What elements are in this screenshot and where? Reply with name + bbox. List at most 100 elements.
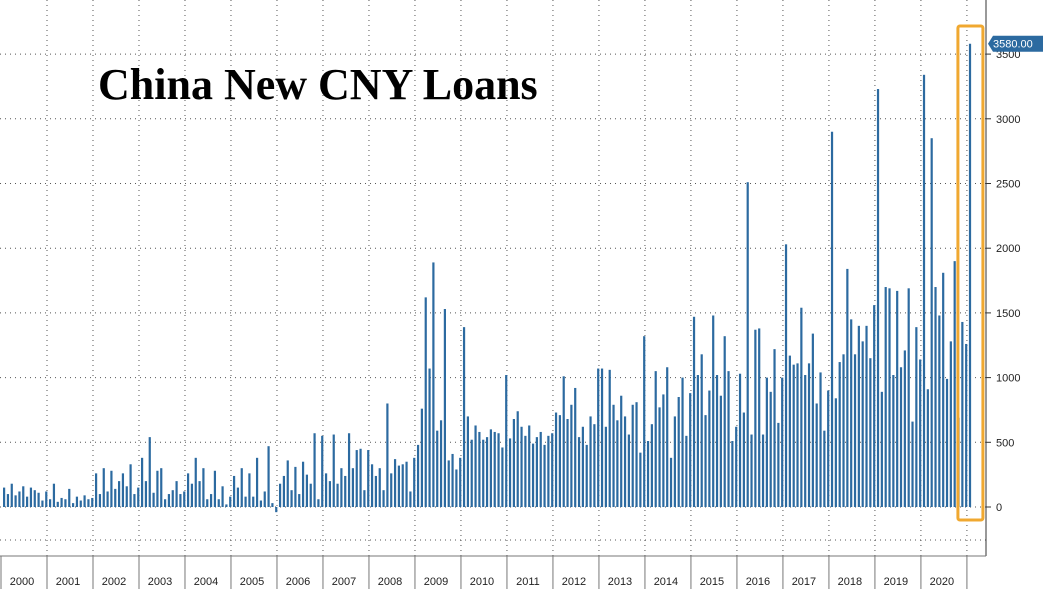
bar xyxy=(758,328,761,507)
bar xyxy=(198,481,201,507)
bar xyxy=(639,452,642,507)
bar xyxy=(827,390,830,507)
bar xyxy=(876,89,880,508)
x-tick-label: 2010 xyxy=(470,576,494,588)
bar xyxy=(777,422,780,507)
bar xyxy=(71,503,75,507)
bar xyxy=(478,431,481,507)
bar xyxy=(175,481,178,507)
bar xyxy=(125,486,128,507)
bar xyxy=(332,434,335,507)
bar xyxy=(202,468,205,507)
bar xyxy=(888,288,891,507)
bar xyxy=(443,309,446,507)
bar xyxy=(309,483,312,507)
bar xyxy=(520,426,523,507)
axes: 0 500 1000 1500 2000 2500 3000 3500 2000 2001 2002… xyxy=(0,0,1020,589)
bar xyxy=(493,431,496,507)
bar xyxy=(217,499,220,507)
bar xyxy=(692,316,696,507)
bar xyxy=(18,491,21,507)
bar xyxy=(627,434,630,507)
bar xyxy=(317,499,320,507)
bar xyxy=(140,457,144,507)
bar xyxy=(133,494,136,507)
bar xyxy=(232,475,236,507)
bar xyxy=(455,469,458,507)
bar xyxy=(788,355,791,507)
bar xyxy=(206,499,209,507)
bar xyxy=(846,268,849,507)
bar xyxy=(669,457,673,507)
bar xyxy=(305,474,309,507)
bar xyxy=(489,429,492,507)
bar xyxy=(413,457,416,507)
bar xyxy=(857,325,860,507)
x-tick-label: 2002 xyxy=(102,576,126,588)
bar xyxy=(278,483,282,507)
highlight-box xyxy=(956,24,985,522)
bar xyxy=(244,496,247,507)
bar xyxy=(919,359,922,507)
bar xyxy=(570,404,573,507)
bar xyxy=(259,500,263,507)
bar xyxy=(620,395,623,507)
y-tick-label: 500 xyxy=(996,437,1014,449)
bar xyxy=(156,470,159,507)
bar xyxy=(290,490,293,507)
bar xyxy=(597,368,600,507)
bar xyxy=(286,460,289,507)
bar xyxy=(961,321,964,507)
x-tick-label: 2006 xyxy=(286,576,310,588)
bar xyxy=(3,487,6,507)
bar xyxy=(796,363,799,507)
bar xyxy=(94,473,98,507)
bar xyxy=(497,433,500,507)
bar xyxy=(819,372,822,507)
bar xyxy=(842,354,845,507)
bar xyxy=(765,377,768,507)
bar xyxy=(213,470,217,507)
bar xyxy=(616,420,619,507)
bar xyxy=(386,403,389,507)
y-tick-label: 2000 xyxy=(996,243,1020,255)
bar xyxy=(14,495,17,507)
bar xyxy=(715,375,719,507)
bar xyxy=(677,397,680,507)
bar xyxy=(750,434,753,507)
bar xyxy=(761,434,765,507)
x-tick-label: 2018 xyxy=(838,576,862,588)
bar xyxy=(612,404,615,507)
bar xyxy=(551,433,554,507)
bar xyxy=(451,453,454,507)
bar xyxy=(911,421,914,507)
bar xyxy=(428,368,431,507)
x-tick-label: 2014 xyxy=(654,576,678,588)
x-tick-label: 2004 xyxy=(194,576,218,588)
bar xyxy=(593,424,596,507)
bar xyxy=(784,244,788,507)
bar xyxy=(382,490,385,507)
bar xyxy=(654,371,657,507)
bar xyxy=(738,373,742,507)
bar xyxy=(577,437,581,507)
bar xyxy=(351,468,355,507)
bar xyxy=(179,494,182,507)
bar xyxy=(267,446,270,507)
bar xyxy=(87,499,90,507)
bar xyxy=(581,426,584,507)
bar xyxy=(562,376,565,507)
bar xyxy=(10,483,13,507)
bar xyxy=(735,426,738,507)
x-tick-label: 2008 xyxy=(378,576,402,588)
bar xyxy=(68,488,71,507)
bar xyxy=(102,468,105,507)
bar xyxy=(459,457,462,507)
bar xyxy=(355,450,358,507)
bar xyxy=(915,327,918,507)
bar xyxy=(892,375,895,507)
bar xyxy=(746,182,749,507)
bar xyxy=(221,486,224,507)
bar xyxy=(347,433,351,507)
bar xyxy=(148,437,151,507)
